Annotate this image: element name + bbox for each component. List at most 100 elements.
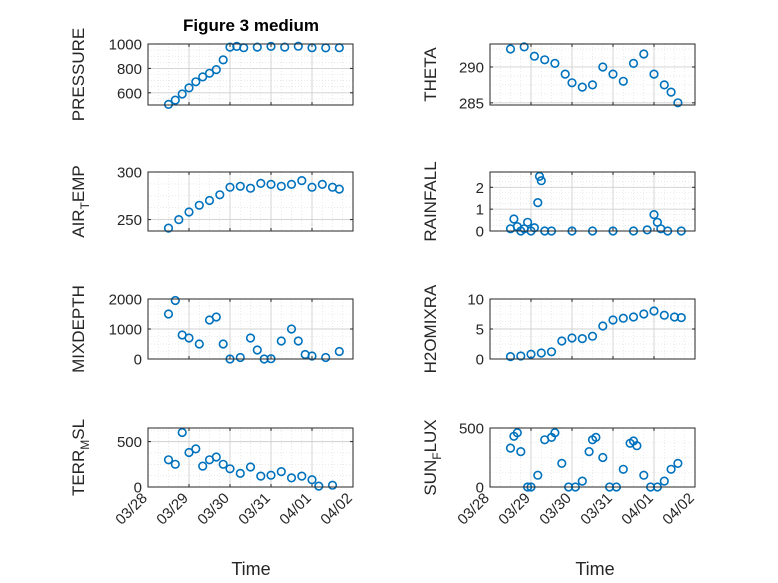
data-point [628,312,639,322]
y-axis-label: THETA [421,47,440,102]
data-point [170,295,180,306]
data-point [204,195,215,206]
data-point [577,334,587,344]
data-point [550,58,560,69]
x-axis-label-right: Time [575,559,614,579]
data-point [286,324,297,334]
axes-box [489,171,696,232]
data-point [673,458,683,469]
data-point [215,190,225,200]
data-point [533,198,543,208]
data-point [286,473,297,483]
data-point [598,452,608,463]
data-point [598,321,608,331]
y-tick-label: 290 [459,59,484,76]
data-point [509,214,519,224]
y-tick-label: 5 [476,322,484,339]
data-point [334,346,344,357]
data-point [297,471,307,481]
axes-box [147,171,354,232]
data-point [526,349,536,359]
data-point [184,333,194,343]
subplot-sun-flux: 0 500 SUNFLUX 03/28 03/29 03/30 03/31 04/01 04/0… [421,419,698,528]
data-point [533,470,543,480]
data-point [557,458,567,469]
data-point [618,76,628,86]
data-point [293,336,303,346]
data-point [314,481,324,491]
data-point [163,455,174,465]
data-point [676,313,686,323]
x-tick-label: 03/31 [577,490,616,529]
y-tick-label: 1000 [109,37,142,54]
data-point [245,333,256,343]
data-point [587,80,598,90]
data-point [276,336,286,346]
y-axis-label: H2OMIXRA [421,284,440,373]
data-point [516,447,526,457]
data-point [639,49,649,59]
y-tick-label: 0 [476,352,484,369]
figure-title: Figure 3 medium [183,16,319,35]
axes-box [147,427,354,488]
data-point [184,207,194,217]
data-point [546,347,557,357]
x-tick-label: 03/31 [235,490,274,529]
data-point [276,181,286,191]
x-tick-label: 03/28 [112,490,151,529]
data-point [577,82,587,92]
y-tick-label: 300 [117,165,142,182]
data-point [198,72,208,82]
data-point [642,225,652,235]
data-point [194,339,204,349]
data-point [608,69,618,79]
subplot-air-temp: 250 300 AIRTEMP [69,165,354,238]
subplot-rainfall: 0 1 2 RAINFALL [421,161,696,242]
data-point [540,55,550,65]
y-tick-label: 2 [476,180,484,197]
data-point [256,178,266,188]
y-axis-label: AIRTEMP [69,165,92,238]
data-point [177,427,187,438]
axes-box [147,43,354,106]
x-tick-label: 03/30 [194,490,233,529]
subplot-terr-msl: 0 500 TERRMSL 03/28 03/29 03/30 03/31 04/01 04/0… [69,419,356,528]
data-point [266,179,276,189]
data-point [659,476,669,486]
data-point [235,468,245,479]
y-tick-label: 285 [459,95,484,112]
data-point [184,447,194,458]
subplot-theta: 285 290 THETA [421,42,696,112]
y-tick-label: 500 [117,434,142,451]
data-point [163,309,174,319]
data-point [505,352,516,362]
data-point [618,313,628,323]
data-point [177,89,187,99]
data-point [529,51,540,61]
data-point [666,464,676,474]
x-tick-label: 03/30 [536,490,575,529]
data-point [280,42,290,52]
y-tick-label: 1000 [109,322,142,339]
data-point [252,42,262,52]
data-point [505,44,516,54]
data-point [163,99,174,109]
data-point [204,68,215,78]
data-point [252,345,262,355]
data-point [170,459,180,469]
data-point [618,464,628,474]
data-point [235,352,245,363]
plot-area [490,172,695,231]
y-tick-label: 1 [476,202,484,219]
axes-box [489,298,696,360]
data-point [321,352,331,363]
data-point [307,475,317,485]
data-point [307,182,317,192]
data-point [649,210,659,220]
x-axis-label-left: Time [231,559,270,579]
data-point [567,333,577,343]
y-tick-label: 0 [476,224,484,241]
data-point [632,441,642,451]
y-axis-label: MIXDEPTH [69,285,88,373]
